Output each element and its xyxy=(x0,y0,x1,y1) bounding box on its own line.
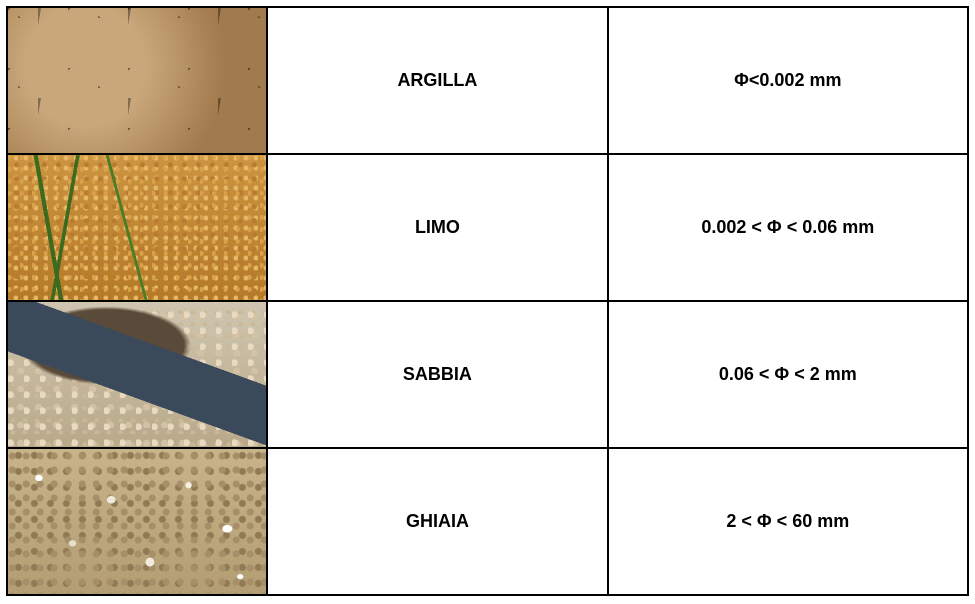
table-row: SABBIA 0.06 < Φ < 2 mm xyxy=(7,301,968,448)
soil-name-cell: SABBIA xyxy=(267,301,607,448)
soil-image-cell xyxy=(7,301,267,448)
limo-image xyxy=(8,155,266,300)
soil-size-cell: 0.002 < Φ < 0.06 mm xyxy=(608,154,968,301)
table-row: GHIAIA 2 < Φ < 60 mm xyxy=(7,448,968,595)
soil-name-cell: ARGILLA xyxy=(267,7,607,154)
argilla-image xyxy=(8,8,266,153)
soil-size-cell: 0.06 < Φ < 2 mm xyxy=(608,301,968,448)
soil-name-cell: GHIAIA xyxy=(267,448,607,595)
sabbia-image xyxy=(8,302,266,447)
soil-size-cell: Φ<0.002 mm xyxy=(608,7,968,154)
table-row: LIMO 0.002 < Φ < 0.06 mm xyxy=(7,154,968,301)
table-row: ARGILLA Φ<0.002 mm xyxy=(7,7,968,154)
ghiaia-image xyxy=(8,449,266,594)
soil-size-cell: 2 < Φ < 60 mm xyxy=(608,448,968,595)
soil-image-cell xyxy=(7,154,267,301)
soil-classification-table: ARGILLA Φ<0.002 mm LIMO 0.002 < Φ < 0.06… xyxy=(6,6,969,596)
soil-name-cell: LIMO xyxy=(267,154,607,301)
soil-image-cell xyxy=(7,7,267,154)
soil-image-cell xyxy=(7,448,267,595)
